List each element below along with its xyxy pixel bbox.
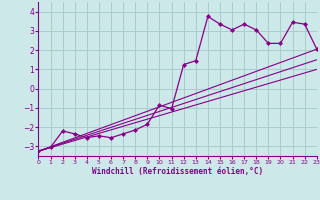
X-axis label: Windchill (Refroidissement éolien,°C): Windchill (Refroidissement éolien,°C) xyxy=(92,167,263,176)
